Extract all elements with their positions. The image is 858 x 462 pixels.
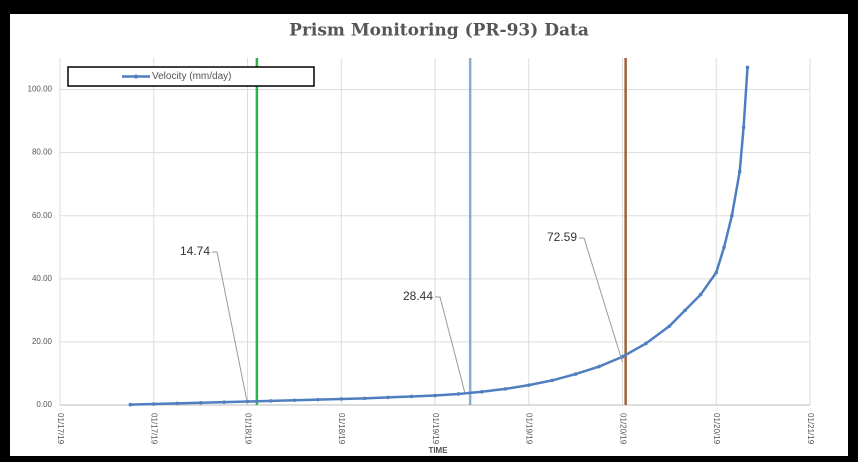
x-tick-label: 01/19/19 bbox=[431, 413, 440, 445]
leader-line bbox=[212, 251, 248, 401]
point bbox=[151, 402, 156, 406]
annotation: 28.44 bbox=[403, 289, 433, 303]
point bbox=[550, 378, 554, 383]
annotation: 72.59 bbox=[547, 230, 577, 244]
point bbox=[222, 400, 226, 404]
x-tick-label: 01/21/19 bbox=[806, 413, 815, 445]
leader-line bbox=[579, 237, 623, 363]
chart-title: Prism Monitoring (PR-93) Data bbox=[289, 21, 589, 41]
point bbox=[269, 399, 273, 403]
point bbox=[741, 125, 746, 130]
point bbox=[362, 396, 367, 401]
y-tick-label: 60.00 bbox=[32, 211, 53, 220]
x-tick-label: 01/18/19 bbox=[337, 413, 346, 445]
point bbox=[292, 398, 297, 403]
point bbox=[667, 324, 672, 328]
point bbox=[714, 270, 719, 275]
point bbox=[737, 169, 742, 174]
point bbox=[339, 397, 344, 401]
x-tick-label: 01/18/19 bbox=[243, 413, 252, 445]
legend-box bbox=[67, 66, 315, 87]
point bbox=[386, 395, 390, 400]
point bbox=[316, 397, 320, 402]
x-tick-label: 01/17/19 bbox=[56, 413, 65, 445]
y-tick-label: 0.00 bbox=[36, 400, 52, 409]
point bbox=[409, 394, 414, 399]
point bbox=[456, 392, 461, 396]
x-tick-label: 01/17/19 bbox=[150, 413, 159, 445]
y-tick-label: 20.00 bbox=[32, 337, 53, 346]
point bbox=[433, 393, 437, 398]
y-tick-label: 100.00 bbox=[28, 85, 53, 94]
series-line bbox=[130, 67, 749, 406]
point bbox=[730, 213, 734, 218]
point bbox=[198, 400, 203, 405]
legend-label: Velocity (mm/day) bbox=[152, 71, 231, 82]
x-tick-label: 01/20/19 bbox=[618, 413, 627, 445]
point bbox=[698, 292, 703, 297]
point bbox=[480, 389, 484, 394]
point bbox=[503, 387, 508, 391]
point bbox=[644, 341, 648, 346]
leader-line bbox=[435, 296, 466, 393]
point bbox=[597, 364, 601, 369]
point bbox=[128, 402, 133, 407]
legend-marker bbox=[134, 74, 138, 79]
point bbox=[683, 308, 687, 313]
point bbox=[245, 399, 250, 404]
point bbox=[526, 383, 531, 387]
point bbox=[175, 401, 179, 406]
x-tick-label: 01/19/19 bbox=[525, 413, 534, 445]
y-tick-label: 40.00 bbox=[32, 274, 53, 283]
annotation: 14.74 bbox=[180, 244, 210, 258]
x-axis-label: TIME bbox=[428, 446, 448, 455]
chart-area bbox=[10, 14, 848, 456]
x-tick-label: 01/20/19 bbox=[712, 413, 721, 445]
point bbox=[573, 372, 578, 376]
point bbox=[745, 65, 750, 70]
y-tick-label: 80.00 bbox=[32, 148, 53, 157]
point bbox=[722, 245, 726, 250]
